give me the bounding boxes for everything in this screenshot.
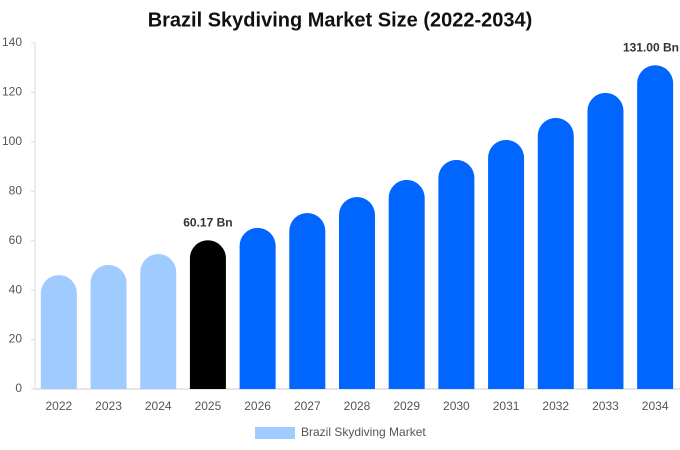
bar bbox=[40, 275, 77, 389]
x-tick-label: 2025 bbox=[195, 399, 222, 413]
x-tick-label: 2026 bbox=[244, 399, 271, 413]
bar bbox=[488, 139, 525, 389]
x-tick-label: 2027 bbox=[294, 399, 321, 413]
bar bbox=[388, 179, 425, 389]
x-tick-label: 2033 bbox=[592, 399, 619, 413]
y-tick-label: 100 bbox=[2, 134, 22, 148]
bar bbox=[189, 240, 226, 389]
y-tick-label: 40 bbox=[9, 282, 23, 296]
bar bbox=[339, 196, 375, 389]
bar bbox=[289, 213, 326, 389]
x-tick-label: 2024 bbox=[145, 399, 172, 413]
y-tick-label: 140 bbox=[2, 35, 22, 49]
x-tick-label: 2031 bbox=[493, 399, 520, 413]
y-tick-label: 20 bbox=[9, 332, 23, 346]
y-tick-label: 80 bbox=[9, 183, 23, 197]
x-tick-label: 2028 bbox=[344, 399, 371, 413]
y-tick-label: 120 bbox=[2, 85, 22, 99]
bar bbox=[438, 159, 475, 389]
y-tick-label: 0 bbox=[15, 381, 22, 395]
bar bbox=[90, 264, 127, 389]
bar bbox=[537, 117, 574, 390]
x-tick-label: 2034 bbox=[642, 399, 669, 413]
value-label: 131.00 Bn bbox=[623, 40, 679, 54]
x-tick-label: 2022 bbox=[45, 399, 72, 413]
x-tick-label: 2030 bbox=[443, 399, 470, 413]
bar bbox=[587, 92, 624, 390]
chart-title: Brazil Skydiving Market Size (2022-2034) bbox=[148, 9, 533, 31]
bar bbox=[637, 65, 674, 389]
x-tick-label: 2023 bbox=[95, 399, 122, 413]
value-label: 60.17 Bn bbox=[183, 215, 232, 229]
x-tick-label: 2032 bbox=[542, 399, 569, 413]
bar bbox=[140, 254, 177, 389]
y-tick-label: 60 bbox=[9, 233, 23, 247]
x-tick-label: 2029 bbox=[393, 399, 420, 413]
bar bbox=[239, 227, 276, 389]
legend-label: Brazil Skydiving Market bbox=[301, 425, 426, 439]
legend-swatch bbox=[255, 427, 295, 439]
